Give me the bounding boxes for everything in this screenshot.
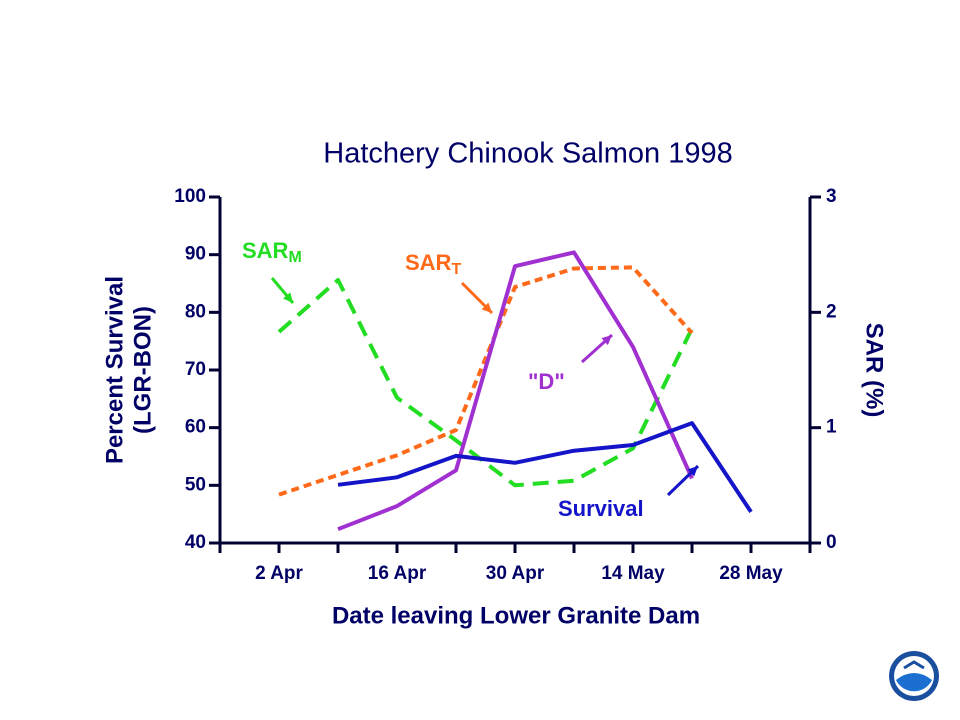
y-axis-label: (LGR-BON) xyxy=(129,306,156,434)
series-line xyxy=(337,250,694,532)
y2-tick-label: 0 xyxy=(826,532,837,553)
arrow-head xyxy=(282,292,293,303)
x-tick-label: 30 Apr xyxy=(486,563,545,584)
series-line xyxy=(277,278,694,488)
y-tick-label: 60 xyxy=(185,417,206,438)
series-name: "D" xyxy=(528,369,565,394)
y-tick-label: 80 xyxy=(185,301,206,322)
series-line xyxy=(337,421,753,514)
y2-axis-label: SAR (%) xyxy=(861,323,888,418)
x-tick-label: 28 May xyxy=(719,563,783,584)
series-label: SARM xyxy=(242,238,302,266)
series-label: "D" xyxy=(528,369,565,394)
x-tick-label: 2 Apr xyxy=(255,563,303,584)
series-name: SAR xyxy=(242,238,289,263)
series-subscript: M xyxy=(288,249,301,266)
x-axis-label: Date leaving Lower Granite Dam xyxy=(332,602,700,629)
y-tick-label: 90 xyxy=(185,244,206,265)
series-line xyxy=(278,265,694,497)
series-label: Survival xyxy=(558,496,644,521)
y-tick-label: 100 xyxy=(174,186,206,207)
chart-title: Hatchery Chinook Salmon 1998 xyxy=(323,138,732,170)
arrow-head xyxy=(687,466,698,477)
series-subscript: T xyxy=(451,261,461,278)
x-tick-label: 14 May xyxy=(601,563,665,584)
y2-tick-label: 1 xyxy=(826,417,837,438)
series-name: Survival xyxy=(558,496,644,521)
y-tick-label: 50 xyxy=(185,474,206,495)
y2-tick-label: 2 xyxy=(826,301,837,322)
y2-tick-label: 3 xyxy=(826,186,837,207)
x-tick-label: 16 Apr xyxy=(368,563,427,584)
arrow-head xyxy=(481,302,492,313)
logo xyxy=(889,651,939,701)
series-name: SAR xyxy=(405,250,452,275)
arrow-head xyxy=(601,335,612,346)
y-tick-label: 70 xyxy=(185,359,206,380)
series-label: SART xyxy=(405,250,461,278)
y-tick-label: 40 xyxy=(185,532,206,553)
y-axis-label: Percent Survival xyxy=(101,276,128,464)
